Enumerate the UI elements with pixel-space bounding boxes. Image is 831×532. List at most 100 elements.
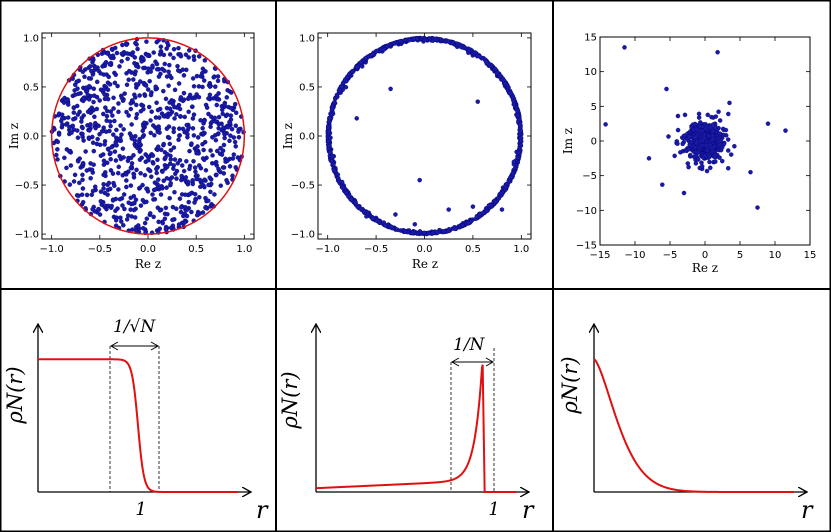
scatter-point bbox=[696, 111, 702, 117]
x-tick-label: −15 bbox=[589, 250, 610, 261]
scatter-point bbox=[147, 168, 153, 174]
scatter-point bbox=[195, 144, 200, 149]
scatter-point bbox=[155, 144, 161, 149]
scatter-point bbox=[672, 153, 677, 159]
scatter-point bbox=[115, 83, 120, 89]
scatter-point bbox=[433, 36, 439, 42]
scatter-point bbox=[681, 190, 687, 196]
scatter-point bbox=[160, 66, 165, 72]
scatter-point bbox=[412, 222, 418, 227]
scatter-point bbox=[200, 141, 205, 147]
scatter-point bbox=[99, 129, 105, 134]
scatter-point bbox=[158, 192, 164, 197]
scatter-point bbox=[503, 184, 509, 190]
scatter-point bbox=[107, 128, 112, 134]
scatter-point bbox=[209, 119, 214, 125]
scatter-point bbox=[119, 132, 124, 137]
scatter-point bbox=[105, 146, 111, 152]
scatter-point bbox=[201, 78, 207, 83]
x-axis-label: r bbox=[801, 496, 814, 524]
scatter-point bbox=[118, 123, 123, 128]
x-tick-label: 0.0 bbox=[417, 244, 433, 255]
scatter-point bbox=[80, 199, 86, 205]
scatter-point bbox=[489, 63, 494, 69]
scatter-point bbox=[337, 88, 342, 93]
x-tick-label: 1.0 bbox=[236, 244, 252, 255]
scatter-point bbox=[58, 118, 64, 124]
scatter-point bbox=[225, 158, 230, 163]
scatter-point bbox=[98, 199, 104, 204]
scatter-point bbox=[111, 95, 116, 101]
scatter-point bbox=[212, 115, 218, 121]
scatter-point bbox=[54, 152, 59, 158]
scatter-point bbox=[375, 218, 380, 224]
scatter-point bbox=[163, 205, 169, 211]
scatter-point bbox=[104, 113, 110, 119]
scatter-point bbox=[71, 105, 77, 111]
scatter-point bbox=[765, 121, 771, 126]
scatter-point bbox=[138, 148, 143, 153]
scatter-point bbox=[339, 84, 344, 89]
scatter-point bbox=[202, 184, 207, 190]
scatter-point bbox=[72, 172, 78, 178]
scatter-point bbox=[227, 119, 232, 125]
scatter-point bbox=[327, 115, 333, 121]
scatter-point bbox=[171, 46, 177, 52]
scatter-point bbox=[164, 164, 170, 170]
scatter-point bbox=[354, 116, 359, 121]
scatter-point bbox=[167, 52, 173, 57]
scatter-point bbox=[161, 141, 166, 147]
scatter-point bbox=[709, 146, 715, 151]
scatter-point bbox=[179, 173, 184, 179]
scatter-point bbox=[696, 115, 702, 120]
y-tick-label: 0 bbox=[591, 137, 597, 148]
scatter-point bbox=[129, 133, 134, 139]
scatter-point bbox=[718, 138, 723, 143]
scatter-point bbox=[107, 82, 113, 87]
x-tick-label: 1 bbox=[135, 499, 146, 520]
scatter-point bbox=[344, 190, 349, 196]
x-axis-label: Re z bbox=[135, 257, 161, 271]
scatter-point bbox=[221, 142, 227, 148]
scatter-point bbox=[193, 196, 198, 202]
scatter-point bbox=[110, 113, 115, 118]
scatter-point bbox=[455, 41, 460, 47]
scatter-point bbox=[201, 147, 206, 153]
scatter-point bbox=[131, 207, 137, 213]
scatter-point bbox=[216, 91, 221, 96]
scatter-point bbox=[214, 102, 219, 108]
panel-top-middle: −1.0 −0.5 0.0 0.5 1.0−1.0−0.50.00.51.0 Re z … bbox=[281, 32, 532, 271]
scatter-point bbox=[492, 66, 498, 72]
scatter-point bbox=[207, 84, 213, 89]
scatter-point bbox=[680, 141, 685, 147]
scatter-point bbox=[707, 159, 712, 165]
scatter-point bbox=[187, 92, 193, 98]
scatter-point bbox=[80, 177, 85, 183]
scatter-point bbox=[704, 143, 709, 148]
y-tick-label: −15 bbox=[576, 241, 597, 252]
scatter-point bbox=[176, 45, 181, 51]
scatter-point bbox=[114, 50, 120, 56]
ticks: −1.0 −0.5 0.0 0.5 1.0 −1.0 −0.5 0.0 0.5 1.0 bbox=[15, 33, 254, 255]
scatter-point bbox=[170, 101, 176, 107]
scatter-point bbox=[355, 205, 361, 210]
scatter-point bbox=[689, 139, 695, 145]
scatter-point bbox=[496, 195, 501, 201]
ticks: −1.0 −0.5 0.0 0.5 1.0 −1.0 −0.5 0.0 0.5 1.0 bbox=[291, 33, 531, 255]
scatter-point bbox=[125, 56, 130, 62]
width-arrow-head-left bbox=[109, 341, 119, 351]
scatter-point bbox=[179, 192, 185, 197]
scatter-point bbox=[395, 227, 400, 233]
scatter-point bbox=[137, 185, 143, 191]
scatter-point bbox=[213, 84, 218, 89]
scatter-point bbox=[233, 144, 238, 149]
scatter-point bbox=[389, 224, 394, 230]
scatter-point bbox=[162, 216, 168, 222]
scatter-point bbox=[133, 63, 139, 69]
scatter-point bbox=[406, 38, 412, 43]
scatter-point bbox=[681, 133, 687, 138]
ticks: −15 −10 −5 0 5 10 15 −15 −10 −5 0 5 10 15 bbox=[576, 33, 816, 262]
scatter-point bbox=[77, 180, 82, 186]
scatter-point bbox=[101, 162, 107, 167]
